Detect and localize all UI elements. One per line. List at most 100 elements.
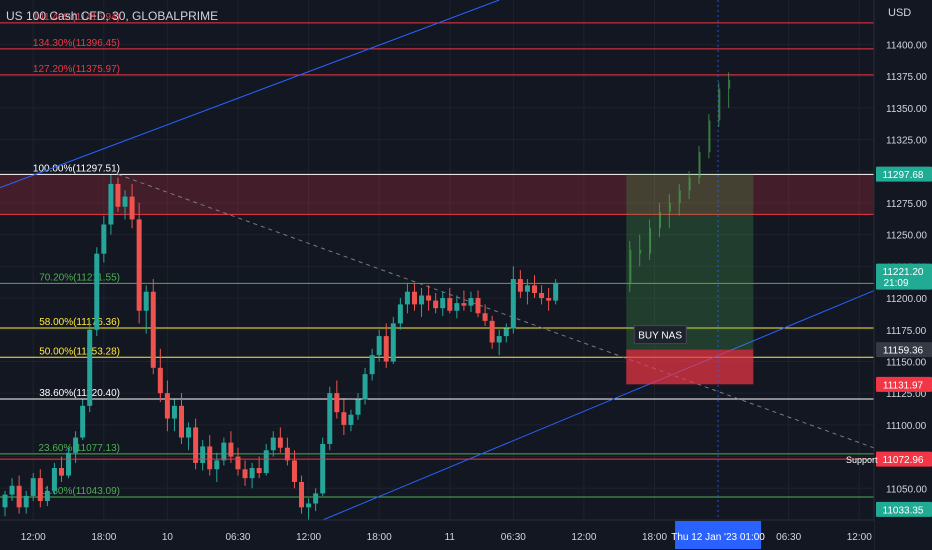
- candle: [101, 224, 107, 254]
- fib-label: 38.60%(11120.40): [39, 388, 120, 399]
- candle: [150, 291, 156, 368]
- candle: [348, 414, 354, 425]
- candle: [313, 493, 319, 504]
- candle: [411, 291, 417, 305]
- candle: [440, 298, 446, 309]
- price-label-box: [876, 501, 932, 517]
- candle: [468, 298, 474, 306]
- position-target-zone[interactable]: [626, 174, 754, 350]
- price-tick: 11150.00: [886, 357, 927, 368]
- position-stop-zone[interactable]: [626, 349, 754, 385]
- price-label: 11221.20: [883, 267, 924, 278]
- candle: [355, 399, 361, 415]
- candle: [277, 437, 283, 448]
- price-label-countdown: 21:09: [883, 278, 908, 289]
- price-label-box: [876, 166, 932, 182]
- candle: [532, 285, 537, 293]
- time-tick: 12:00: [21, 532, 46, 543]
- candle: [496, 336, 502, 343]
- candle: [454, 303, 460, 311]
- price-label: 11033.35: [883, 505, 924, 516]
- price-tick: 11400.00: [886, 40, 927, 51]
- price-tick: 11175.00: [886, 326, 927, 337]
- price-tick: 11100.00: [886, 421, 927, 432]
- fib-label: 11.80%(11043.09): [39, 486, 120, 497]
- fib-levels: 141.40%(11416.94) 134.30%(11396.45) 127.20…: [0, 12, 874, 498]
- candle: [334, 393, 340, 413]
- candle: [207, 446, 213, 470]
- time-axis[interactable]: 12:00 18:00 10 06:30 12:00 18:00 11 06:30 12:00 1…: [0, 519, 874, 550]
- candle: [66, 452, 72, 476]
- candle: [37, 478, 43, 501]
- candle: [299, 481, 305, 508]
- trend-line[interactable]: [117, 173, 881, 451]
- trend-line[interactable]: [0, 0, 500, 228]
- candle: [482, 313, 488, 321]
- candle: [524, 285, 530, 292]
- candle: [320, 443, 326, 494]
- time-tick: 11: [445, 532, 456, 543]
- candle: [383, 336, 389, 362]
- candle: [489, 320, 495, 343]
- candle: [397, 304, 403, 324]
- candle: [447, 298, 453, 311]
- symbol-title: US 100 Cash CFD, 30, GLOBALPRIME: [6, 9, 219, 23]
- price-label: 11131.97: [883, 380, 924, 391]
- time-tick: 06:30: [501, 532, 526, 543]
- price-label: 11072.96: [883, 455, 924, 466]
- candle: [108, 183, 114, 225]
- candle: [136, 219, 142, 311]
- candle: [362, 374, 368, 400]
- candle: [51, 468, 57, 491]
- candle: [419, 295, 425, 305]
- candle: [186, 427, 192, 438]
- candle: [376, 336, 382, 356]
- candle: [129, 196, 135, 220]
- time-tick: 12:00: [571, 532, 596, 543]
- candle: [235, 456, 241, 470]
- candle: [263, 450, 269, 474]
- candle: [228, 442, 234, 457]
- time-tick: 06:30: [776, 532, 801, 543]
- candle: [553, 282, 559, 301]
- currency-label[interactable]: USD: [888, 7, 912, 19]
- time-tick: 06:30: [225, 532, 250, 543]
- price-label-box: [876, 342, 932, 358]
- position-label-box[interactable]: [633, 325, 687, 345]
- candle: [327, 393, 333, 444]
- candle: [30, 478, 36, 496]
- candle: [539, 292, 545, 299]
- time-tick: 18:00: [642, 532, 667, 543]
- candle: [73, 437, 79, 453]
- candle: [115, 183, 121, 207]
- price-tick: 11125.00: [886, 389, 927, 400]
- time-tick: 12:00: [296, 532, 321, 543]
- position-label: BUY NAS: [638, 331, 682, 342]
- candle: [200, 446, 206, 463]
- candle: [256, 468, 262, 474]
- price-label: 11297.68: [883, 170, 924, 181]
- fib-label: 100.00%(11297.51): [33, 163, 120, 174]
- long-position-tool[interactable]: BUY NAS: [626, 174, 754, 385]
- trend-line[interactable]: [322, 287, 881, 521]
- candle: [16, 485, 22, 508]
- zones-layer: [0, 174, 874, 215]
- candle: [517, 279, 523, 292]
- price-tick: 11350.00: [886, 104, 927, 115]
- price-tick: 11250.00: [886, 231, 927, 242]
- candle: [461, 303, 467, 306]
- fib-label: 141.40%(11416.94): [33, 12, 120, 23]
- trend-lines[interactable]: [0, 0, 881, 521]
- resistance-zone: [0, 174, 874, 215]
- crosshair-time-label: Thu 12 Jan '23 01:00: [671, 532, 765, 543]
- time-tick: 12:00: [847, 532, 872, 543]
- candle: [369, 355, 375, 375]
- fib-label: 50.00%(11153.28): [39, 346, 120, 357]
- candle: [426, 295, 432, 301]
- fib-label: 134.30%(11396.45): [33, 38, 120, 49]
- candles-layer: [2, 72, 731, 520]
- candle: [270, 437, 276, 451]
